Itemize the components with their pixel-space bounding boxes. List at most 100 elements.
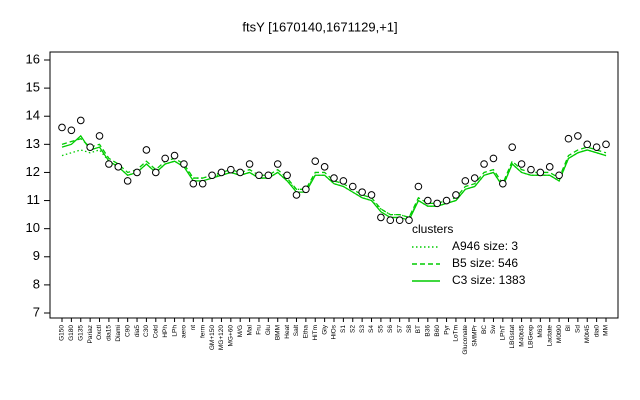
y-tick-label: 13 xyxy=(26,136,40,151)
data-point xyxy=(245,160,254,168)
x-tick-label: Heat xyxy=(284,325,291,339)
x-tick-label: Cold xyxy=(153,325,160,339)
y-tick-label: 15 xyxy=(26,80,40,95)
data-point xyxy=(180,160,188,168)
x-tick-label: M0t45 xyxy=(584,325,591,343)
x-tick-label: MG+120 xyxy=(218,325,225,350)
x-tick-label: nt xyxy=(190,325,197,331)
data-point xyxy=(95,132,104,140)
data-point xyxy=(217,168,226,177)
data-point xyxy=(198,179,207,188)
x-tick-label: Pyr xyxy=(443,324,450,335)
x-tick-label: LBGstat xyxy=(509,325,516,349)
x-tick-label: S5 xyxy=(378,325,385,333)
x-tick-label: ferm xyxy=(199,325,206,338)
x-tick-label: Oxctl xyxy=(96,324,103,339)
data-point xyxy=(236,168,245,177)
data-point xyxy=(283,171,291,180)
y-tick-label: 9 xyxy=(33,248,40,263)
data-point xyxy=(461,177,470,185)
x-tick-label: S8 xyxy=(406,325,413,333)
data-point xyxy=(470,174,479,182)
data-point xyxy=(264,171,273,180)
x-tick-label: HiTm xyxy=(312,325,319,341)
y-tick-label: 7 xyxy=(33,304,40,319)
data-point xyxy=(339,177,348,185)
x-tick-label: C30 xyxy=(143,325,150,337)
data-point xyxy=(574,132,582,140)
data-point xyxy=(367,191,376,199)
data-point xyxy=(358,188,366,196)
x-tick-label: BC xyxy=(481,325,488,334)
data-point xyxy=(377,213,385,222)
x-tick-label: Salt xyxy=(293,325,300,336)
data-point xyxy=(555,171,563,180)
x-tick-label: Gluconate xyxy=(462,325,469,355)
chart-title: ftsY [1670140,1671129,+1] xyxy=(242,19,397,34)
x-tick-label: M40t45 xyxy=(518,325,525,347)
x-tick-label: Glu xyxy=(265,325,272,336)
x-tick-label: LPhT xyxy=(500,325,507,341)
data-point xyxy=(395,216,404,225)
data-point xyxy=(208,171,216,180)
data-point xyxy=(480,160,488,168)
x-tick-label: Mal xyxy=(246,324,253,335)
x-tick-label: dia15 xyxy=(106,325,113,341)
data-point xyxy=(527,165,535,174)
x-tick-label: S7 xyxy=(396,325,403,333)
data-point xyxy=(536,168,545,177)
x-tick-label: BI xyxy=(565,325,572,331)
y-tick-label: 14 xyxy=(26,108,40,123)
x-tick-label: S1 xyxy=(340,325,347,333)
x-tick-label: Gly xyxy=(321,324,328,335)
data-point xyxy=(292,191,301,199)
data-point xyxy=(386,216,395,225)
x-tick-label: S2 xyxy=(349,325,356,333)
plot-frame xyxy=(49,51,619,319)
data-point xyxy=(302,185,310,194)
y-tick-label: 12 xyxy=(26,164,40,179)
data-point xyxy=(330,174,338,182)
x-tick-label: M63 xyxy=(537,325,544,338)
data-point xyxy=(189,179,198,188)
data-point xyxy=(489,154,498,163)
x-tick-label: HiOs xyxy=(331,324,338,339)
data-point xyxy=(227,165,235,174)
x-tick-label: B60 xyxy=(434,325,441,337)
data-point xyxy=(564,134,573,143)
x-tick-label: LPh xyxy=(171,325,178,337)
y-tick-label: 8 xyxy=(33,276,40,291)
data-point xyxy=(133,168,141,177)
data-point xyxy=(433,199,441,208)
x-tick-label: G135 xyxy=(77,325,84,341)
legend-title: clusters xyxy=(412,222,453,236)
x-tick-label: Pariaz xyxy=(87,325,94,343)
x-tick-label: GM+150 xyxy=(209,325,216,350)
x-tick-label: MG+60 xyxy=(228,325,235,347)
data-point xyxy=(405,216,413,225)
x-tick-label: Etha xyxy=(303,325,310,339)
legend-label: B5 size: 546 xyxy=(452,256,518,270)
x-tick-label: B36 xyxy=(425,325,432,337)
data-point xyxy=(508,143,517,151)
data-point xyxy=(311,157,320,165)
data-point xyxy=(58,123,66,132)
data-point xyxy=(105,160,113,168)
data-point xyxy=(273,160,282,168)
series-line xyxy=(61,134,607,222)
x-tick-label: BT xyxy=(415,325,422,333)
x-tick-label: G150 xyxy=(59,325,66,341)
y-tick-label: 10 xyxy=(26,220,40,235)
data-point xyxy=(517,160,526,168)
x-tick-label: SMMPr xyxy=(471,324,478,347)
x-tick-label: aero xyxy=(181,325,188,338)
data-point xyxy=(67,126,76,135)
x-tick-label: Sd xyxy=(575,325,582,333)
data-point xyxy=(592,143,601,151)
x-tick-label: BMM xyxy=(274,325,281,340)
legend-label: A946 size: 3 xyxy=(452,239,518,253)
data-point xyxy=(602,140,610,149)
data-point xyxy=(452,191,460,199)
